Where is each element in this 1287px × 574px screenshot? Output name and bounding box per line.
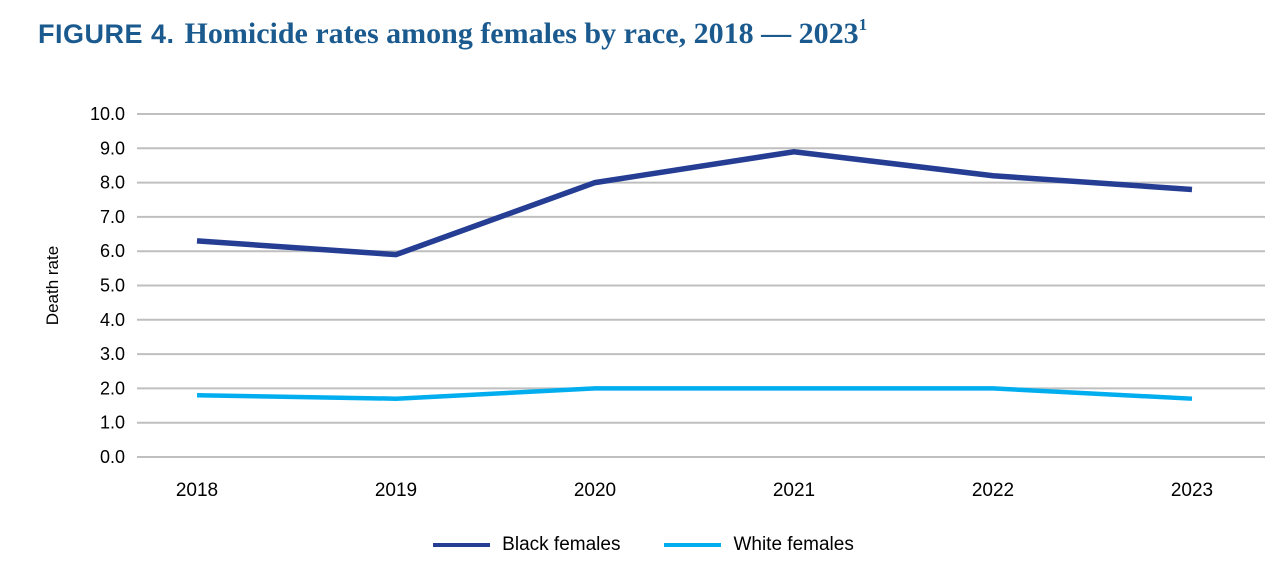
legend-item: White females [664, 534, 854, 556]
y-tick-label: 0.0 [100, 447, 125, 467]
y-tick-label: 6.0 [100, 241, 125, 261]
x-tick-label: 2023 [1171, 480, 1213, 501]
legend-label: Black females [502, 534, 621, 555]
y-tick-label: 8.0 [100, 173, 125, 193]
y-tick-label: 5.0 [100, 276, 125, 296]
x-tick-label: 2020 [574, 480, 616, 501]
chart-legend: Black females White females [0, 534, 1287, 556]
series-line-white-females [196, 386, 1193, 401]
y-tick-label: 9.0 [100, 138, 125, 158]
legend-label: White females [733, 534, 854, 555]
x-tick-label: 2019 [375, 480, 417, 501]
figure-number-label: FIGURE 4. [38, 19, 175, 49]
x-tick-label: 2018 [176, 480, 218, 501]
y-axis-label: Death rate [43, 246, 62, 325]
y-tick-label: 7.0 [100, 207, 125, 227]
y-tick-label: 4.0 [100, 310, 125, 330]
legend-item: Black females [433, 534, 620, 556]
legend-line-swatch [664, 543, 722, 547]
y-tick-label: 3.0 [100, 344, 125, 364]
x-tick-label: 2021 [773, 480, 815, 501]
series-line-black-females [196, 148, 1193, 258]
legend-line-swatch [433, 543, 491, 547]
y-tick-label: 2.0 [100, 378, 125, 398]
figure-title-text: Homicide rates among females by race, 20… [184, 17, 859, 50]
y-tick-label: 10.0 [90, 104, 125, 124]
y-tick-label: 1.0 [100, 413, 125, 433]
figure-title-superscript: 1 [858, 15, 868, 34]
x-tick-label: 2022 [972, 480, 1014, 501]
figure-title: FIGURE 4. Homicide rates among females by… [38, 15, 868, 50]
